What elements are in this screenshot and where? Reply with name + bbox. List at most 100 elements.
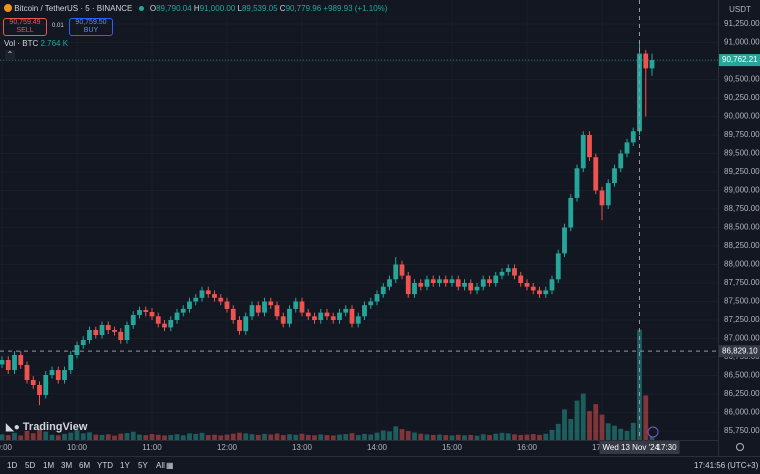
volume-bar (0, 434, 5, 440)
volume-bar (305, 434, 311, 440)
volume-bar (62, 433, 67, 440)
symbol-icon (4, 4, 12, 12)
candle-body (212, 294, 217, 298)
candle-body (443, 279, 449, 284)
candle-body (118, 331, 124, 340)
volume-bar (12, 432, 17, 440)
candle-body (530, 286, 536, 291)
range-button[interactable]: 5D (25, 461, 36, 470)
volume-bar (218, 435, 224, 440)
y-tick-label: 86,500.00 (724, 371, 760, 380)
candle-body (299, 301, 305, 313)
volume-bar (74, 430, 80, 440)
range-button[interactable]: 1D (7, 461, 18, 470)
candle-body (255, 305, 261, 313)
volume-bar (49, 434, 55, 440)
volume-bar (199, 432, 205, 440)
candle-body (74, 345, 80, 356)
legend-row: Bitcoin / TetherUS · 5 · BINANCE O89,790… (4, 4, 387, 13)
range-button[interactable]: 1Y (120, 461, 130, 470)
volume-bar (212, 434, 217, 440)
volume-bar (549, 429, 555, 440)
range-button[interactable]: YTD (97, 461, 113, 470)
candle-body (224, 301, 230, 309)
candle-body (587, 134, 592, 158)
volume-bar (318, 434, 324, 440)
volume-bar (505, 433, 511, 440)
candle-body (562, 227, 567, 254)
candle-body (149, 312, 155, 317)
volume-bar (493, 433, 499, 440)
volume-bar (362, 433, 367, 440)
volume-bar (180, 435, 186, 440)
x-tick-label: 15:00 (442, 443, 463, 452)
volume-bar (605, 423, 611, 440)
candle-body (537, 290, 542, 295)
range-button[interactable]: 1M (43, 461, 55, 470)
candle-body (155, 316, 161, 324)
volume-bar (105, 434, 111, 440)
volume-bar (37, 429, 42, 440)
candle-body (355, 316, 361, 324)
buy-label: BUY (83, 27, 99, 34)
crosshair-date-label: Wed 13 Nov '24 (603, 443, 660, 452)
candle-body (593, 157, 599, 191)
candle-body (99, 325, 105, 336)
calendar-icon[interactable]: ▦ (166, 461, 174, 470)
candle-body (343, 308, 349, 313)
candle-body (62, 370, 67, 381)
volume-bar (487, 435, 492, 440)
sell-label: SELL (16, 27, 34, 34)
volume-bar (462, 435, 467, 440)
y-tick-label: 91,250.00 (724, 19, 760, 28)
volume-bar (443, 435, 449, 440)
y-tick-label: 90,250.00 (724, 93, 760, 102)
logo-text: TradingView (22, 421, 88, 433)
collapse-button[interactable]: ⌃ (5, 50, 15, 60)
event-marker[interactable] (647, 426, 659, 438)
candle-body (168, 320, 174, 328)
range-button[interactable]: 6M (79, 461, 91, 470)
candle-body (580, 134, 586, 169)
volume-bar (30, 433, 36, 440)
candle-body (87, 329, 92, 340)
range-button[interactable]: All (156, 461, 165, 470)
candle-body (455, 279, 461, 287)
range-button[interactable]: 5Y (138, 461, 148, 470)
volume-bar (412, 432, 417, 440)
candle-body (324, 312, 330, 317)
volume-bar (118, 433, 124, 440)
settings-icon[interactable] (736, 443, 744, 451)
y-tick-label: 87,000.00 (724, 334, 760, 343)
candle-body (318, 312, 324, 321)
volume-bar (43, 431, 49, 440)
volume-bar (174, 434, 180, 440)
c-value: 90,779.96 (285, 4, 322, 13)
sell-button[interactable]: 90,759.49 SELL (3, 18, 47, 36)
buy-button[interactable]: 90,759.50 BUY (69, 18, 113, 36)
volume-bar (99, 434, 105, 440)
volume-bar (124, 433, 130, 440)
volume-bar (474, 435, 480, 440)
candle-body (374, 294, 380, 302)
candle-body (268, 301, 274, 306)
symbol[interactable]: Bitcoin / TetherUS · 5 · BINANCE (14, 4, 133, 13)
candle-body (424, 279, 430, 287)
volume-bar (393, 426, 399, 440)
c-label: C (279, 4, 286, 13)
volume-bar (343, 434, 349, 440)
volume-bar (437, 434, 442, 440)
range-button[interactable]: 3M (61, 461, 73, 470)
x-tick-label: 16:00 (517, 443, 538, 452)
volume-bar (287, 434, 292, 440)
candle-body (487, 279, 492, 284)
y-tick-label: 88,500.00 (724, 223, 760, 232)
volume-bar (293, 434, 299, 440)
volume-bar (24, 430, 30, 440)
volume-bar (255, 434, 261, 440)
y-tick-label: 89,500.00 (724, 149, 760, 158)
volume-bar (162, 435, 167, 440)
volume-bar (312, 435, 317, 440)
volume-bar (149, 434, 155, 440)
